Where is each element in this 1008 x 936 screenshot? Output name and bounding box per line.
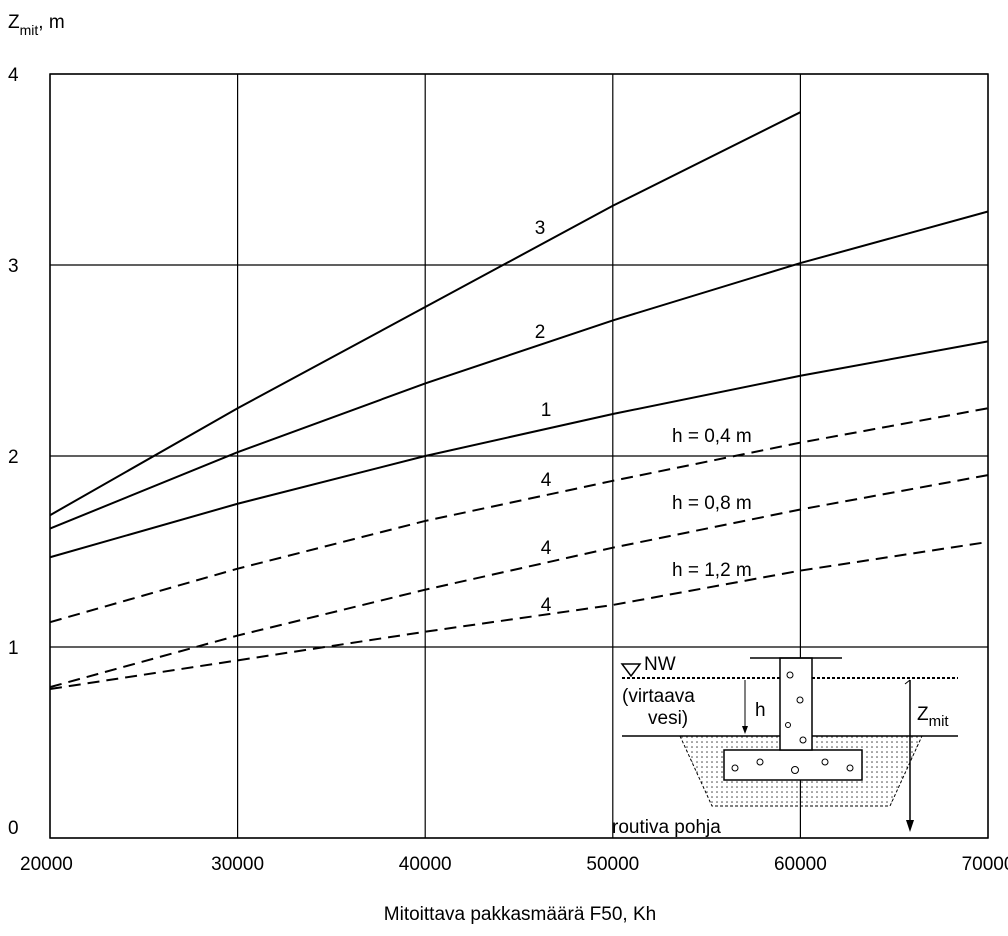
inset-label: vesi) xyxy=(648,708,688,729)
series-line xyxy=(50,341,988,557)
x-axis-label: Mitoittava pakkasmäärä F50, Kh xyxy=(384,904,656,925)
inset-label: NW xyxy=(644,654,676,675)
series-line xyxy=(50,408,988,622)
h-arrowhead xyxy=(742,726,748,734)
x-tick-label: 70000 xyxy=(962,854,1008,875)
y-tick-label: 1 xyxy=(8,638,19,659)
x-tick-label: 20000 xyxy=(20,854,73,875)
series-label: 4 xyxy=(541,470,552,491)
series-label: 2 xyxy=(535,322,546,343)
series-annotation: h = 0,4 m xyxy=(672,426,752,447)
inset-label: Zmit xyxy=(917,704,949,730)
series-label: 3 xyxy=(535,218,546,239)
water-symbol xyxy=(622,664,640,676)
series-line xyxy=(50,212,988,529)
z-arrowhead xyxy=(906,820,914,832)
inset-label: (virtaava xyxy=(622,686,695,707)
x-tick-label: 60000 xyxy=(774,854,827,875)
footing xyxy=(724,750,862,780)
series-label: 4 xyxy=(541,538,552,559)
x-tick-label: 50000 xyxy=(586,854,639,875)
y-tick-label: 0 xyxy=(8,818,19,839)
chart: Zmit, m Mitoittava pakkasmäärä F50, Kh 0… xyxy=(0,0,1008,931)
series-line xyxy=(50,542,988,689)
x-tick-label: 40000 xyxy=(399,854,452,875)
inset-label: h xyxy=(755,700,766,721)
series-annotation: h = 0,8 m xyxy=(672,493,752,514)
inset-label: routiva pohja xyxy=(612,817,721,838)
series-label: 1 xyxy=(541,400,552,421)
column xyxy=(780,658,812,750)
inset-diagram: NW (virtaava vesi) h Zmit routiva pohja xyxy=(612,654,958,838)
y-tick-label: 2 xyxy=(8,447,19,468)
series-annotation: h = 1,2 m xyxy=(672,560,752,581)
y-tick-label: 4 xyxy=(8,65,19,86)
series-label: 4 xyxy=(541,595,552,616)
x-tick-label: 30000 xyxy=(211,854,264,875)
y-axis-label: Zmit, m xyxy=(8,12,65,38)
series-line xyxy=(50,475,988,687)
y-tick-label: 3 xyxy=(8,256,19,277)
